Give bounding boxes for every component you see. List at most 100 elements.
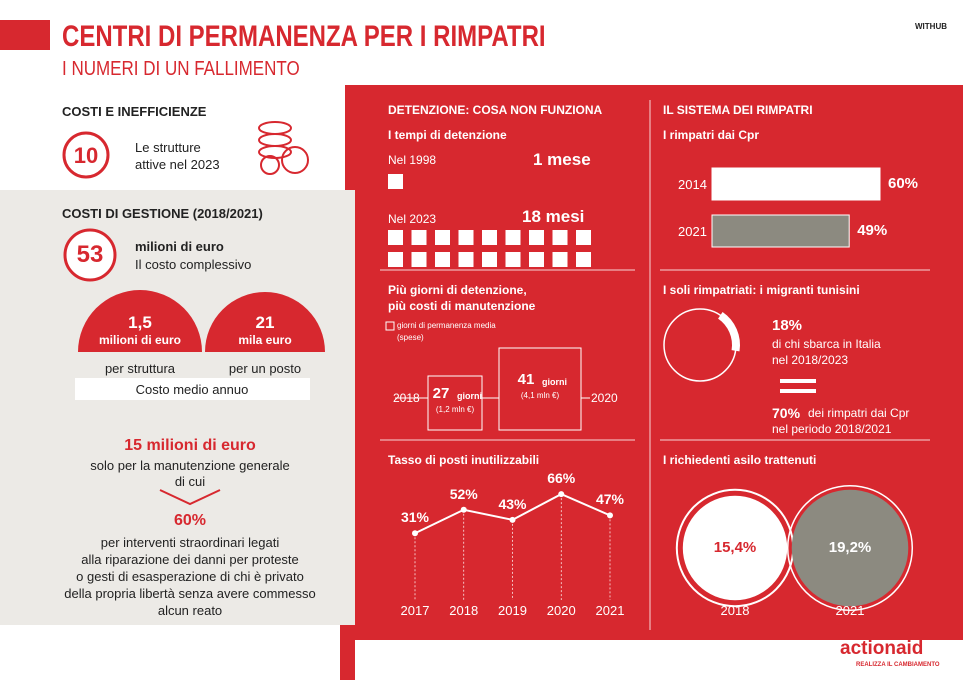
cost-value: 1,5 <box>128 313 152 332</box>
x-label: 2021 <box>595 603 625 618</box>
x-label: 2017 <box>400 603 430 618</box>
month-square <box>458 252 474 267</box>
subheading: I tempi di detenzione <box>388 128 507 142</box>
month-square <box>482 252 497 267</box>
note: Costo medio annuo <box>135 382 249 397</box>
text: attive nel 2023 <box>135 157 220 172</box>
red-corner <box>340 625 355 680</box>
text: per interventi straordinari legati <box>100 535 280 550</box>
heading: più costi di manutenzione <box>388 299 536 313</box>
point <box>558 491 565 498</box>
month-square <box>435 230 450 245</box>
month-square <box>505 230 521 245</box>
cost-unit: mila euro <box>238 333 292 347</box>
heading: COSTI DI GESTIONE (2018/2021) <box>62 206 263 221</box>
month-square <box>552 252 568 267</box>
year: 2018 <box>393 391 420 405</box>
x-label: 2020 <box>546 603 576 618</box>
month-square <box>388 230 403 245</box>
logo-tagline: REALIZZA IL CAMBIAMENTO <box>856 662 940 668</box>
text: dei rimpatri dai Cpr <box>808 406 910 420</box>
bar <box>711 167 881 201</box>
month-square <box>388 252 403 267</box>
period-label: Nel 1998 <box>388 153 437 167</box>
month-square <box>388 174 403 189</box>
point <box>460 506 467 513</box>
caption: per un posto <box>228 361 302 376</box>
year: 2020 <box>591 391 618 405</box>
dividers <box>380 100 930 630</box>
amount: 15 milioni di euro <box>124 437 256 454</box>
month-square <box>435 252 450 267</box>
chevron <box>159 489 221 506</box>
grey-panel <box>0 190 355 625</box>
share: 60% <box>173 512 207 529</box>
x-label: 2018 <box>449 603 479 618</box>
title: CENTRI DI PERMANENZA PER I RIMPATRI <box>62 20 546 53</box>
donut-arc <box>717 311 740 352</box>
days-unit: giorni <box>457 391 482 401</box>
month-square <box>482 230 497 245</box>
share-label: 18% <box>772 317 803 334</box>
month-square <box>411 252 427 267</box>
text: alcun reato <box>157 603 223 618</box>
circle <box>682 495 788 601</box>
equals <box>780 379 816 383</box>
text: nel 2018/2023 <box>772 353 849 367</box>
corner-block <box>0 20 50 50</box>
days-square <box>498 347 582 431</box>
brand: WITHUB <box>915 22 947 31</box>
x-label: 2019 <box>498 603 527 618</box>
value-label: 47% <box>595 491 625 508</box>
days-value: 41 <box>517 371 535 388</box>
month-square <box>552 230 568 245</box>
value-label: 31% <box>400 509 430 526</box>
category: 2018 <box>720 603 750 618</box>
text: solo per la manutenzione generale <box>90 458 290 473</box>
value-label: 66% <box>547 470 576 487</box>
point <box>412 530 418 537</box>
value-label: 52% <box>449 485 478 502</box>
text: alla riparazione dei danni per proteste <box>81 552 299 567</box>
heading: Tasso di posti inutilizzabili <box>388 453 540 467</box>
legend: giorni di permanenza media <box>397 321 496 330</box>
badge-value: 10 <box>73 143 99 168</box>
month-square <box>576 230 591 245</box>
heading: IL SISTEMA DEI RIMPATRI <box>663 103 813 117</box>
half-disc <box>205 292 325 352</box>
badge-circle <box>62 131 110 179</box>
legend-swatch <box>385 321 395 331</box>
days-value: 27 <box>432 385 450 402</box>
circle <box>791 489 909 607</box>
share-label: 70% <box>772 405 801 421</box>
days-square <box>427 375 483 431</box>
heading: Più giorni di detenzione, <box>388 283 527 297</box>
heading: I soli rimpatriati: i migranti tunisini <box>663 283 860 297</box>
badge-circle <box>63 228 117 282</box>
badge-value: 53 <box>76 241 104 268</box>
text: o gesti di esasperazione di chi è privat… <box>76 569 304 584</box>
value-label: 15,4% <box>713 539 757 556</box>
heading: DETENZIONE: COSA NON FUNZIONA <box>388 103 603 117</box>
note-box <box>75 378 310 400</box>
days-cost: (1,2 mln €) <box>435 405 475 414</box>
month-square <box>529 230 544 245</box>
period-value: 18 mesi <box>522 207 585 226</box>
half-disc <box>78 290 202 352</box>
month-square <box>411 230 427 245</box>
text: milioni di euro <box>135 239 224 254</box>
legend: (spese) <box>397 333 424 342</box>
coins-icon <box>258 121 309 175</box>
subheading: I rimpatri dai Cpr <box>663 128 760 142</box>
category: 2021 <box>835 603 865 618</box>
subtitle: I NUMERI DI UN FALLIMENTO <box>62 58 300 80</box>
period-value: 1 mese <box>533 150 591 169</box>
month-square <box>505 252 521 267</box>
cost-unit: milioni di euro <box>98 333 182 347</box>
cost-value: 21 <box>255 313 275 332</box>
point <box>607 512 613 519</box>
text: della propria libertà senza avere commes… <box>64 586 316 601</box>
text: Le strutture <box>135 140 201 155</box>
